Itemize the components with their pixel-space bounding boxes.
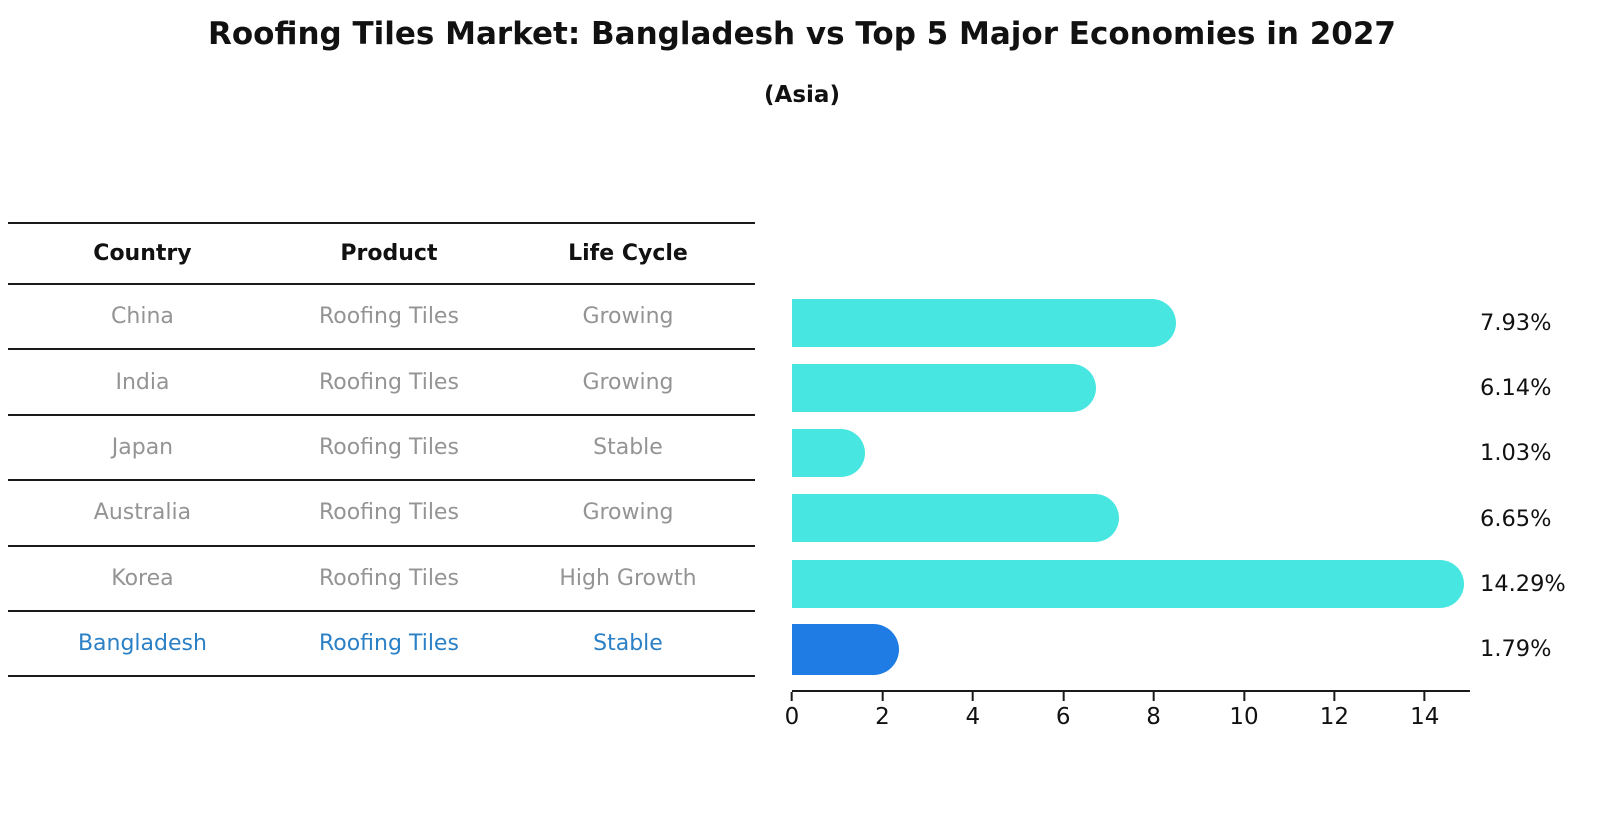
value-label-china: 7.93%: [1480, 309, 1552, 336]
tick-mark: [1243, 692, 1245, 701]
tick-mark: [1423, 692, 1426, 701]
x-axis-tick: 10: [1229, 692, 1259, 730]
x-axis-tick: 8: [1146, 692, 1161, 730]
value-label-bangladesh: 1.79%: [1480, 636, 1552, 663]
bar-chart: [792, 290, 1470, 682]
table-row: Australia Roofing Tiles Growing: [8, 481, 755, 547]
value-label-australia: 6.65%: [1480, 505, 1552, 532]
cell-country: China: [111, 304, 174, 330]
tick-mark: [790, 692, 793, 701]
column-header-country: Country: [93, 241, 192, 266]
tick-label: 10: [1229, 704, 1259, 730]
x-axis-tick: 4: [965, 692, 980, 730]
country-table: Country Product Life Cycle China Roofing…: [8, 222, 755, 678]
table-row: Japan Roofing Tiles Stable: [8, 416, 755, 482]
tick-label: 6: [1055, 704, 1071, 730]
x-axis-tick: 12: [1320, 692, 1349, 730]
cell-product: Roofing Tiles: [318, 631, 459, 657]
tick-label: 14: [1410, 704, 1440, 730]
bar-bangladesh: [792, 623, 899, 675]
tick-mark: [1152, 692, 1155, 701]
tick-label: 12: [1319, 704, 1350, 730]
cell-life-cycle: Stable: [593, 434, 663, 460]
tick-label: 4: [965, 704, 981, 730]
tick-mark: [1062, 692, 1065, 701]
column-header-product: Product: [340, 241, 438, 266]
cell-life-cycle: Stable: [593, 631, 663, 657]
table-row-bangladesh: Bangladesh Roofing Tiles Stable: [8, 612, 755, 678]
bar-row: [792, 551, 1470, 616]
tick-mark: [881, 692, 884, 701]
tick-label: 2: [875, 704, 890, 730]
table-row: India Roofing Tiles Growing: [8, 350, 755, 416]
bar-india: [792, 363, 1096, 412]
cell-country: Australia: [93, 500, 192, 526]
table-row: Korea Roofing Tiles High Growth: [8, 547, 755, 612]
value-label-korea: 14.29%: [1480, 570, 1566, 597]
bar-korea: [792, 559, 1464, 608]
column-header-life-cycle: Life Cycle: [568, 241, 688, 266]
cell-product: Roofing Tiles: [318, 500, 459, 526]
bar-row: [792, 486, 1470, 551]
x-axis: 0 2 4 6 8 10 12 14: [785, 690, 1470, 752]
value-label-india: 6.14%: [1480, 374, 1552, 401]
tick-mark: [971, 692, 974, 701]
cell-country: Korea: [111, 565, 174, 591]
bar-row: [792, 355, 1470, 420]
table-header-row: Country Product Life Cycle: [8, 224, 755, 285]
cell-life-cycle: Growing: [582, 304, 674, 330]
page-subtitle: (Asia): [764, 82, 840, 108]
cell-product: Roofing Tiles: [318, 565, 459, 591]
cell-life-cycle: Growing: [582, 500, 674, 526]
cell-product: Roofing Tiles: [318, 369, 459, 395]
bar-australia: [792, 494, 1119, 543]
tick-label: 0: [784, 704, 800, 730]
cell-product: Roofing Tiles: [318, 304, 459, 330]
page-title: Roofing Tiles Market: Bangladesh vs Top …: [208, 16, 1396, 52]
cell-life-cycle: High Growth: [559, 565, 697, 591]
cell-life-cycle: Growing: [582, 369, 674, 395]
tick-mark: [1333, 692, 1336, 701]
cell-product: Roofing Tiles: [318, 434, 459, 460]
bar-row: [792, 290, 1470, 355]
value-labels: 7.93% 6.14% 1.03% 6.65% 14.29% 1.79%: [1480, 290, 1600, 682]
value-label-japan: 1.03%: [1480, 440, 1552, 467]
bar-china: [792, 298, 1177, 347]
x-axis-tick: 14: [1410, 692, 1439, 730]
table-row: China Roofing Tiles Growing: [8, 285, 755, 351]
x-axis-tick: 2: [875, 692, 890, 730]
bar-row: [792, 421, 1470, 486]
x-axis-tick: 6: [1056, 692, 1071, 730]
cell-country: Japan: [111, 434, 174, 460]
cell-country: Bangladesh: [77, 631, 207, 657]
cell-country: India: [115, 369, 170, 395]
bar-japan: [792, 429, 865, 478]
tick-label: 8: [1146, 704, 1161, 730]
bar-row: [792, 617, 1470, 682]
x-axis-tick: 0: [784, 692, 800, 730]
